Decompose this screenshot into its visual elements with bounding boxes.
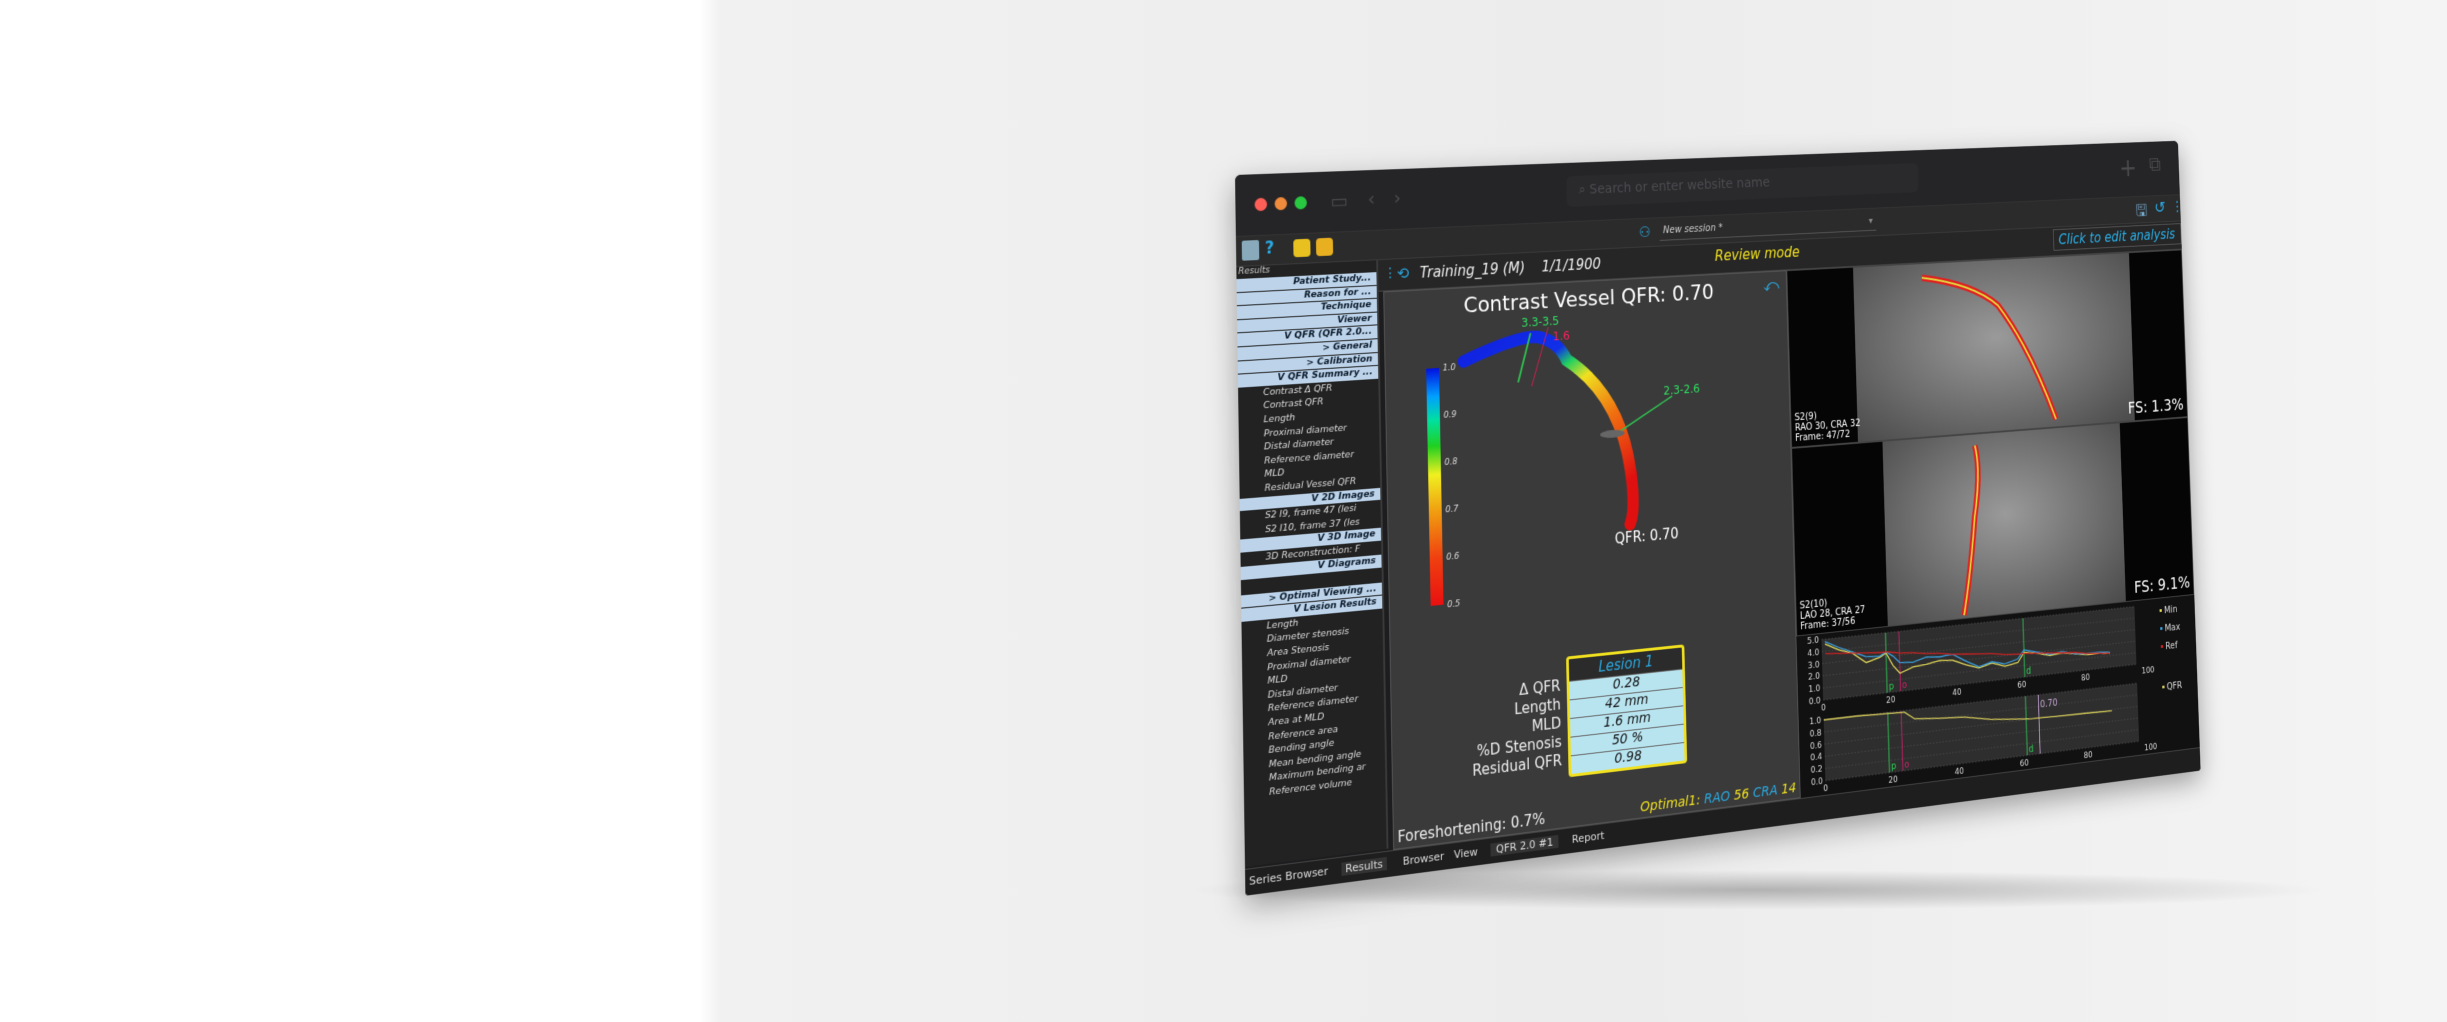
tab-qfr[interactable]: QFR 2.0 #1: [1490, 834, 1559, 857]
x-tick-label: 0: [1823, 784, 1828, 794]
3d-vessel-view[interactable]: Contrast Vessel QFR: 0.70 ⤺ 1.0 0.9 0.8 0.7…: [1383, 270, 1801, 851]
x-tick-label: 60: [2020, 759, 2030, 770]
vessel-tool-icon[interactable]: [1315, 237, 1334, 257]
diameter-annotation-proximal: 3.3-3.5: [1521, 314, 1560, 330]
marker-label: d: [2029, 744, 2034, 755]
forward-icon[interactable]: ›: [1393, 185, 1402, 210]
tab-view[interactable]: View: [1453, 845, 1478, 862]
tab-series-browser[interactable]: Series Browser: [1249, 864, 1329, 888]
results-panel: Results Patient Study... Reason for ... Te…: [1236, 260, 1389, 867]
back-icon[interactable]: ‹: [1367, 186, 1376, 211]
patient-name: Training_19 (M): [1419, 258, 1526, 282]
marker-label: d: [2026, 666, 2031, 677]
legend-label: Max: [2165, 622, 2181, 634]
legend-label: Min: [2164, 605, 2178, 616]
lesion-table: Lesion 1 0.28 42 mm 1.6 mm 50 % 0.98: [1566, 644, 1688, 778]
save-reload-icon[interactable]: ↺: [2154, 198, 2166, 218]
rao-value: 56: [1733, 786, 1750, 804]
y-tick-label: 3.0: [1808, 660, 1820, 671]
close-window-button[interactable]: [1254, 197, 1268, 212]
y-tick-label: 0.4: [1810, 753, 1823, 764]
x-tick-label: 80: [2084, 751, 2093, 761]
help-icon[interactable]: ?: [1264, 238, 1275, 259]
legend-label: Ref: [2165, 641, 2178, 652]
y-tick-label: 5.0: [1807, 636, 1819, 647]
legend-swatch: [2160, 645, 2164, 648]
mld-annotation: 1.6: [1552, 328, 1570, 344]
sidebar-toggle-icon[interactable]: ▭: [1330, 188, 1349, 214]
x-tick-label: 60: [2017, 680, 2027, 690]
edit-analysis-button[interactable]: Click to edit analysis: [2052, 223, 2182, 251]
legend-swatch: [2159, 609, 2162, 613]
y-tick-label: 2.0: [1808, 672, 1820, 683]
rao-label: RAO: [1703, 788, 1731, 808]
tab-report[interactable]: Report: [1571, 829, 1605, 847]
more-menu-icon[interactable]: ⋮: [2171, 197, 2184, 215]
cra-label: CRA: [1752, 782, 1778, 802]
app-window: ▭ ‹ › ⌕ Search or enter website name + ⧉…: [1235, 140, 2201, 896]
y-tick-label: 4.0: [1807, 648, 1819, 659]
x-tick-label: 0: [1821, 703, 1826, 713]
session-dropdown[interactable]: New session * ▾: [1659, 212, 1877, 241]
results-tree[interactable]: Patient Study... Reason for ... Technique V…: [1236, 272, 1386, 804]
session-user-icon: ⚇: [1638, 223, 1651, 241]
cra-value: 14: [1781, 780, 1797, 798]
x-tick-label: 40: [1952, 688, 1962, 699]
legend-label: QFR: [2167, 681, 2183, 693]
y-tick-label: 0.2: [1811, 765, 1823, 776]
new-tab-icon[interactable]: +: [2118, 152, 2138, 183]
marker-label: o: [1904, 760, 1909, 771]
address-bar[interactable]: ⌕ Search or enter website name: [1566, 162, 1919, 207]
image-1-info: S2(9) RAO 30, CRA 32 Frame: 47/72: [1794, 408, 1860, 444]
qfr-tool-icon[interactable]: [1293, 238, 1311, 258]
x-tick-label: 100: [2141, 666, 2155, 677]
search-icon: ⌕: [1578, 182, 1590, 198]
minimize-window-button[interactable]: [1274, 196, 1288, 211]
tab-results[interactable]: Results: [1341, 856, 1387, 876]
marker-label: 0.70: [2040, 698, 2058, 710]
y-tick-label: 1.0: [1809, 716, 1822, 727]
legend-swatch: [2162, 685, 2165, 689]
session-name: New session *: [1662, 222, 1723, 236]
y-tick-label: 0.6: [1810, 740, 1823, 751]
angio-image-1[interactable]: S2(9) RAO 30, CRA 32 Frame: 47/72 FS: 1.3%: [1786, 249, 2188, 448]
layout-icon[interactable]: [1241, 239, 1260, 261]
x-tick-label: 40: [1955, 767, 1965, 778]
diameter-annotation-distal: 2.3-2.6: [1663, 381, 1701, 398]
x-tick-label: 100: [2144, 742, 2158, 753]
lesion-labels: Δ QFR Length MLD %D Stenosis Residual QFR: [1447, 677, 1562, 784]
address-placeholder: Search or enter website name: [1589, 175, 1771, 198]
chevron-down-icon: ▾: [1868, 216, 1873, 227]
y-tick-label: 0.0: [1811, 777, 1824, 788]
study-date: 1/1/1900: [1541, 255, 1602, 276]
marker-label: p: [1891, 761, 1896, 772]
y-tick-label: 0.0: [1809, 696, 1821, 707]
menu-icon[interactable]: ⋮: [1383, 265, 1397, 282]
review-mode-label: Review mode: [1714, 243, 1800, 265]
x-tick-label: 20: [1886, 695, 1896, 706]
x-tick-label: 80: [2081, 673, 2090, 683]
reload-study-icon[interactable]: ⟲: [1396, 263, 1410, 283]
marker-label: o: [1902, 680, 1907, 691]
y-tick-label: 1.0: [1808, 684, 1820, 695]
x-tick-label: 20: [1888, 775, 1898, 786]
maximize-window-button[interactable]: [1294, 196, 1307, 210]
tabs-overview-icon[interactable]: ⧉: [2148, 153, 2162, 177]
legend-swatch: [2160, 627, 2163, 630]
tab-browser[interactable]: Browser: [1402, 849, 1445, 869]
y-tick-label: 0.8: [1810, 728, 1822, 739]
marker-label: p: [1889, 681, 1894, 692]
